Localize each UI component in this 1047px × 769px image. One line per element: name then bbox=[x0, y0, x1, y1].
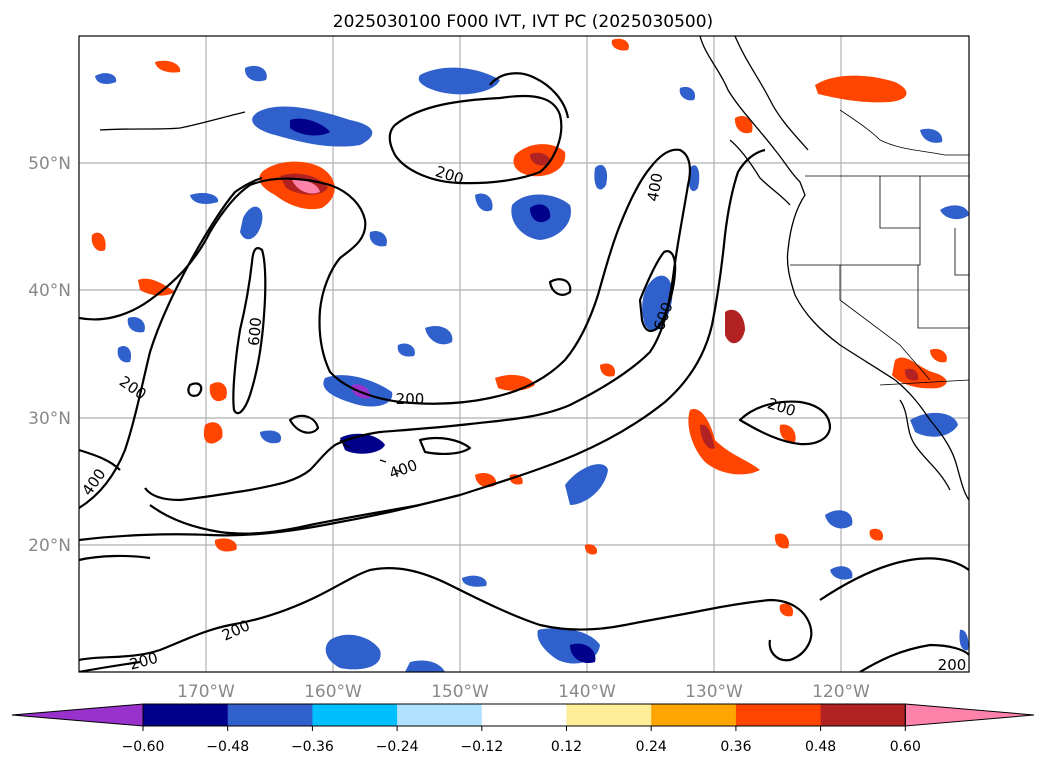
colorbar-tick-label: −0.48 bbox=[206, 739, 249, 755]
colorbar-segment bbox=[651, 704, 737, 726]
ivt-contours bbox=[79, 72, 969, 672]
colorbar-extend-min bbox=[11, 703, 144, 727]
colorbar-extend-max bbox=[904, 703, 1035, 727]
lon-label: 170°W bbox=[177, 682, 235, 702]
colorbar-tick-label: 0.12 bbox=[551, 739, 582, 755]
map-title: 2025030100 F000 IVT, IVT PC (2025030500) bbox=[333, 12, 713, 32]
map-area: 200 400 600 600 200 200 400 400 200 200 … bbox=[79, 36, 969, 674]
colorbar-tick-label: 0.24 bbox=[636, 739, 667, 755]
colorbar-segment bbox=[227, 704, 313, 726]
colorbar-tick-label: 0.36 bbox=[720, 739, 751, 755]
political-borders bbox=[790, 109, 969, 386]
colorbar-tick-label: 0.48 bbox=[805, 739, 836, 755]
colorbar-segment bbox=[143, 704, 229, 726]
colorbar-tick-label: −0.24 bbox=[376, 739, 419, 755]
coastlines bbox=[99, 36, 969, 501]
colorbar-segment bbox=[735, 704, 822, 726]
lat-label: 30°N bbox=[28, 409, 71, 429]
lon-label: 150°W bbox=[431, 682, 489, 702]
colorbar-segment bbox=[820, 704, 906, 726]
lon-label: 160°W bbox=[304, 682, 362, 702]
map-frame bbox=[78, 35, 970, 673]
lat-label: 50°N bbox=[28, 154, 71, 174]
lon-label: 130°W bbox=[685, 682, 743, 702]
longitude-labels: 170°W 160°W 150°W 140°W 130°W 120°W bbox=[177, 682, 870, 702]
lat-label: 40°N bbox=[28, 281, 71, 301]
colorbar-segment bbox=[397, 704, 483, 726]
latitude-labels: 50°N 40°N 30°N 20°N bbox=[28, 154, 71, 556]
lon-label: 140°W bbox=[558, 682, 616, 702]
contour-label: 200 bbox=[396, 390, 425, 408]
contour-label: 400 bbox=[644, 171, 667, 202]
contour-label: 200 bbox=[938, 656, 967, 674]
colorbar-segment bbox=[312, 704, 398, 726]
positive-anomaly-patches bbox=[91, 38, 947, 617]
colorbar-outline bbox=[142, 703, 906, 727]
contour-label: 600 bbox=[245, 317, 265, 347]
lat-label: 20°N bbox=[28, 536, 71, 556]
ivt-pc-shading bbox=[91, 38, 969, 672]
contour-label: 200 bbox=[128, 649, 160, 674]
colorbar-segment bbox=[566, 704, 652, 726]
colorbar-tick-label: −0.12 bbox=[460, 739, 503, 755]
colorbar-tick-label: −0.60 bbox=[122, 739, 165, 755]
colorbar-tick-label: −0.36 bbox=[291, 739, 334, 755]
gridlines bbox=[79, 36, 969, 672]
colorbar: −0.60 −0.48 −0.36 −0.24 −0.12 0.12 0.24 0.36 0.4… bbox=[11, 703, 1035, 755]
colorbar-segment bbox=[481, 704, 567, 726]
colorbar-tick-label: 0.60 bbox=[890, 739, 921, 755]
lon-label: 120°W bbox=[812, 682, 870, 702]
